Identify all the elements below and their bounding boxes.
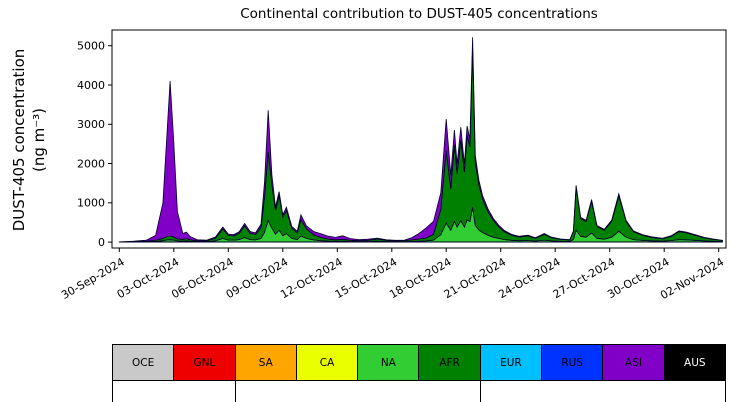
series-ASI [119, 37, 723, 243]
y-tick-label: 2000 [77, 157, 105, 170]
legend-item-afr: AFR [418, 344, 481, 381]
legend-partial-divider [112, 380, 113, 402]
stacked-areas [118, 37, 723, 243]
legend-partial-divider [725, 380, 726, 402]
legend-item-oce: OCE [112, 344, 175, 381]
axes-box [111, 29, 727, 249]
legend-item-ca: CA [295, 344, 359, 381]
legend-item-eur: EUR [479, 344, 543, 381]
y-tick-label: 1000 [77, 197, 105, 210]
y-tick-label: 0 [98, 236, 105, 249]
legend-partial-divider [480, 380, 482, 402]
legend-item-asi: ASI [602, 344, 665, 381]
legend-item-sa: SA [234, 344, 297, 381]
legend-partial-divider [234, 380, 236, 402]
series-AFR [119, 48, 723, 243]
plot-area: 01000200030004000500030-Sep-202403-Oct-2… [59, 29, 727, 303]
legend: OCE GNL SA CA NA AFR EUR RUS ASI AUS [112, 344, 726, 381]
chart-title: Continental contribution to DUST-405 con… [240, 6, 598, 22]
y-tick-label: 3000 [77, 118, 105, 131]
y-tick-label: 5000 [77, 40, 105, 53]
y-tick-label: 4000 [77, 79, 105, 92]
legend-item-na: NA [357, 344, 420, 381]
legend-item-gnl: GNL [173, 344, 236, 381]
legend-item-aus: AUS [663, 344, 726, 381]
legend-item-rus: RUS [541, 344, 604, 381]
axis-ticks: 01000200030004000500030-Sep-202403-Oct-2… [59, 40, 726, 303]
legend-partial-row [112, 380, 726, 402]
